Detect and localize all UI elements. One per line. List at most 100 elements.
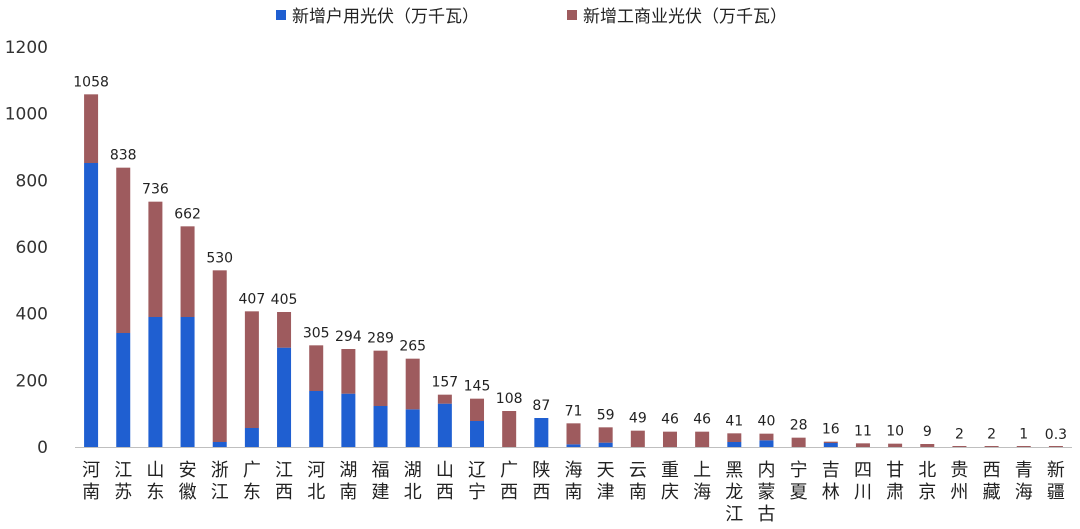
bar-commercial: [630, 430, 645, 447]
legend-item-commercial: 新增工商业光伏（万千瓦）: [567, 2, 787, 27]
bar-residential: [437, 403, 452, 447]
x-tick-label: 蒙: [757, 482, 775, 503]
y-tick-label: 1200: [5, 38, 48, 58]
x-tick-label: 黑: [725, 460, 743, 481]
y-tick-label: 0: [37, 438, 48, 458]
bar-commercial: [695, 431, 710, 447]
x-tick-label: 川: [854, 482, 872, 503]
x-tick-label: 甘: [886, 460, 904, 481]
x-tick-label: 南: [629, 482, 647, 503]
data-label-total: 1058: [73, 74, 109, 90]
x-tick-label: 山: [436, 460, 454, 481]
bar-commercial: [791, 437, 806, 447]
bar-commercial: [823, 441, 838, 443]
bar-residential: [373, 406, 388, 447]
data-label-total: 46: [693, 412, 711, 428]
x-tick-label: 南: [339, 482, 357, 503]
x-tick-label: 西: [436, 482, 454, 503]
data-label-total: 59: [597, 407, 615, 423]
legend-swatch-residential: [276, 9, 286, 20]
data-label-total: 662: [174, 206, 201, 222]
bar-commercial: [1048, 446, 1063, 447]
bar-commercial: [598, 427, 613, 443]
data-label-total: 87: [532, 398, 550, 414]
data-label-total: 9: [923, 424, 932, 440]
data-label-total: 407: [239, 291, 266, 307]
data-label-total: 405: [271, 292, 298, 308]
bar-commercial: [277, 312, 292, 348]
data-label-total: 2: [955, 426, 964, 442]
x-tick-label: 吉: [822, 460, 840, 481]
bar-commercial: [180, 226, 195, 317]
x-tick-label: 浙: [211, 460, 229, 481]
x-tick-label: 海: [1015, 482, 1033, 503]
y-tick-label: 400: [16, 305, 48, 325]
data-label-total: 2: [987, 426, 996, 442]
x-tick-label: 西: [532, 482, 550, 503]
x-tick-label: 安: [179, 460, 197, 481]
data-label-total: 16: [822, 422, 840, 438]
bar-residential: [534, 418, 549, 447]
x-tick-label: 贵: [950, 460, 968, 481]
bar-residential: [341, 393, 356, 447]
data-label-total: 157: [431, 375, 458, 391]
x-tick-label: 湖: [339, 460, 357, 481]
x-tick-label: 重: [661, 460, 679, 481]
bar-commercial: [920, 444, 935, 447]
x-tick-label: 北: [918, 460, 936, 481]
y-tick-label: 800: [16, 171, 48, 191]
bar-commercial: [212, 270, 227, 442]
data-label-total: 108: [496, 391, 523, 407]
x-tick-label: 宁: [790, 460, 808, 481]
x-tick-label: 南: [82, 482, 100, 503]
data-label-total: 289: [367, 331, 394, 347]
x-tick-label: 河: [82, 460, 100, 481]
x-tick-label: 夏: [790, 482, 808, 503]
x-tick-label: 海: [565, 460, 583, 481]
bar-residential: [277, 347, 292, 447]
x-tick-label: 苏: [114, 482, 132, 503]
data-label-total: 1: [1019, 427, 1028, 443]
x-tick-label: 江: [211, 482, 229, 503]
x-tick-label: 州: [950, 482, 968, 503]
x-tick-label: 福: [372, 460, 390, 481]
bar-commercial: [373, 350, 388, 406]
bar-commercial: [855, 443, 870, 447]
data-label-total: 46: [661, 412, 679, 428]
x-tick-label: 西: [500, 482, 518, 503]
x-tick-label: 海: [693, 482, 711, 503]
data-label-total: 0.3: [1045, 427, 1067, 443]
data-label-total: 736: [142, 182, 169, 198]
y-tick-label: 600: [16, 238, 48, 258]
x-tick-label: 藏: [983, 482, 1001, 503]
data-label-total: 838: [110, 148, 137, 164]
x-tick-label: 陕: [532, 460, 550, 481]
data-label-total: 49: [629, 411, 647, 427]
x-tick-label: 建: [372, 482, 390, 503]
bar-residential: [598, 442, 613, 447]
data-label-total: 71: [565, 403, 583, 419]
bar-residential: [405, 409, 420, 447]
bar-commercial: [984, 446, 999, 447]
legend: 新增户用光伏（万千瓦） 新增工商业光伏（万千瓦）: [0, 2, 1080, 27]
bar-commercial: [662, 431, 677, 447]
bar-commercial: [1016, 446, 1031, 447]
x-tick-label: 内: [757, 460, 775, 481]
bar-commercial: [566, 423, 581, 445]
data-label-total: 40: [758, 414, 776, 430]
data-label-total: 28: [790, 418, 808, 434]
x-tick-label: 京: [918, 482, 936, 503]
data-label-total: 145: [464, 379, 491, 395]
x-tick-label: 肃: [886, 482, 904, 503]
x-tick-label: 东: [146, 482, 164, 503]
legend-item-residential: 新增户用光伏（万千瓦）: [276, 2, 479, 27]
y-tick-label: 1000: [5, 105, 48, 125]
x-tick-label: 山: [146, 460, 164, 481]
bar-commercial: [84, 94, 99, 163]
x-tick-label: 庆: [661, 482, 679, 503]
x-tick-label: 湖: [404, 460, 422, 481]
x-tick-label: 天: [597, 460, 615, 481]
x-tick-label: 津: [597, 482, 615, 503]
bar-residential: [212, 442, 227, 447]
